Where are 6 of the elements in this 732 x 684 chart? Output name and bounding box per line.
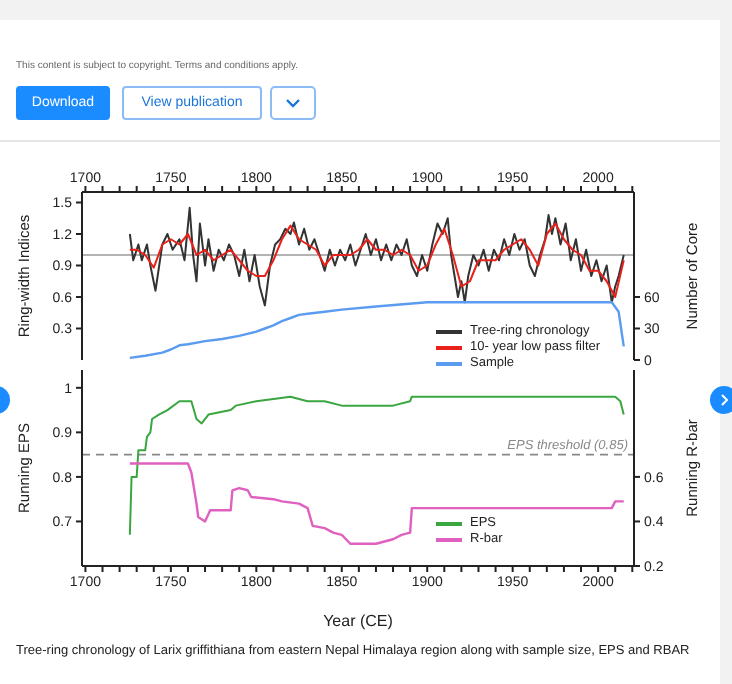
line-series — [128, 301, 625, 360]
line-series — [128, 222, 625, 298]
x-axis-title: Year (CE) — [323, 612, 394, 630]
line-series — [128, 395, 625, 536]
line-series — [128, 206, 625, 307]
line-series — [128, 462, 625, 545]
